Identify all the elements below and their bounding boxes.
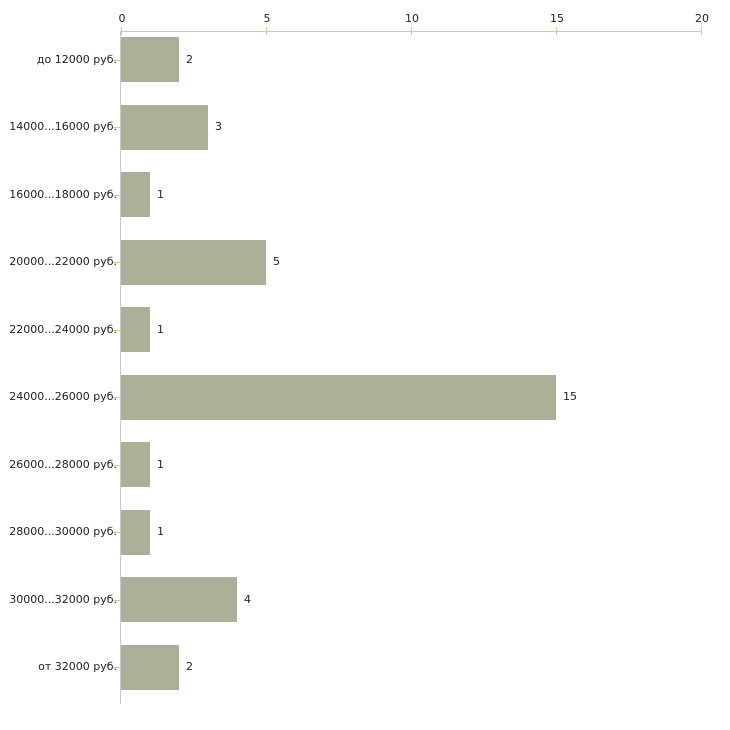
value-label: 5	[273, 255, 280, 268]
value-label: 3	[215, 120, 222, 133]
value-label: 1	[157, 322, 164, 336]
x-axis-tick-mark	[121, 27, 122, 35]
y-axis-tick-mark	[113, 262, 121, 263]
value-label: 1	[157, 457, 164, 471]
x-axis-tick-label: 20	[695, 12, 709, 25]
value-label: 4	[244, 592, 251, 606]
y-axis-tick-mark	[113, 194, 121, 196]
bar	[121, 239, 266, 285]
bar	[121, 104, 208, 150]
y-axis-line	[120, 31, 121, 704]
x-axis-line	[120, 31, 701, 32]
x-axis-tick-mark	[266, 27, 267, 35]
bar	[121, 374, 556, 420]
category-label: 16000...18000 руб.	[9, 187, 117, 201]
y-axis-tick-mark	[113, 397, 121, 398]
category-label: 30000...32000 руб.	[9, 592, 117, 606]
bar	[121, 172, 150, 217]
bar	[121, 577, 237, 622]
x-axis-tick-label: 15	[550, 12, 564, 25]
category-label: до 12000 руб.	[36, 52, 117, 66]
y-axis-tick-mark	[113, 127, 121, 128]
x-axis-tick-mark	[411, 27, 412, 35]
value-label: 2	[186, 52, 193, 66]
x-axis-tick-label: 5	[263, 12, 271, 25]
category-label: 20000...22000 руб.	[9, 255, 117, 268]
bar	[121, 509, 150, 555]
value-label: 15	[563, 390, 577, 403]
bar	[121, 37, 179, 82]
y-axis-tick-mark	[113, 59, 121, 61]
x-axis-tick-mark	[556, 27, 557, 35]
y-axis-tick-mark	[113, 329, 121, 331]
y-axis-tick-mark	[113, 667, 121, 668]
category-label: 28000...30000 руб.	[9, 525, 117, 538]
y-axis-tick-mark	[113, 532, 121, 533]
bar	[121, 442, 150, 487]
category-label: 24000...26000 руб.	[9, 390, 117, 403]
value-label: 2	[186, 660, 193, 673]
y-axis-tick-mark	[113, 599, 121, 601]
x-axis-tick-label: 0	[118, 12, 126, 25]
bar	[121, 307, 150, 352]
category-label: 22000...24000 руб.	[9, 322, 117, 336]
bar	[121, 644, 179, 690]
y-axis-tick-mark	[113, 464, 121, 466]
category-label: от 32000 руб.	[38, 660, 117, 673]
category-label: 26000...28000 руб.	[9, 457, 117, 471]
value-label: 1	[157, 187, 164, 201]
x-axis-tick-label: 10	[405, 12, 419, 25]
category-label: 14000...16000 руб.	[9, 120, 117, 133]
x-axis-tick-mark	[701, 27, 702, 35]
value-label: 1	[157, 525, 164, 538]
